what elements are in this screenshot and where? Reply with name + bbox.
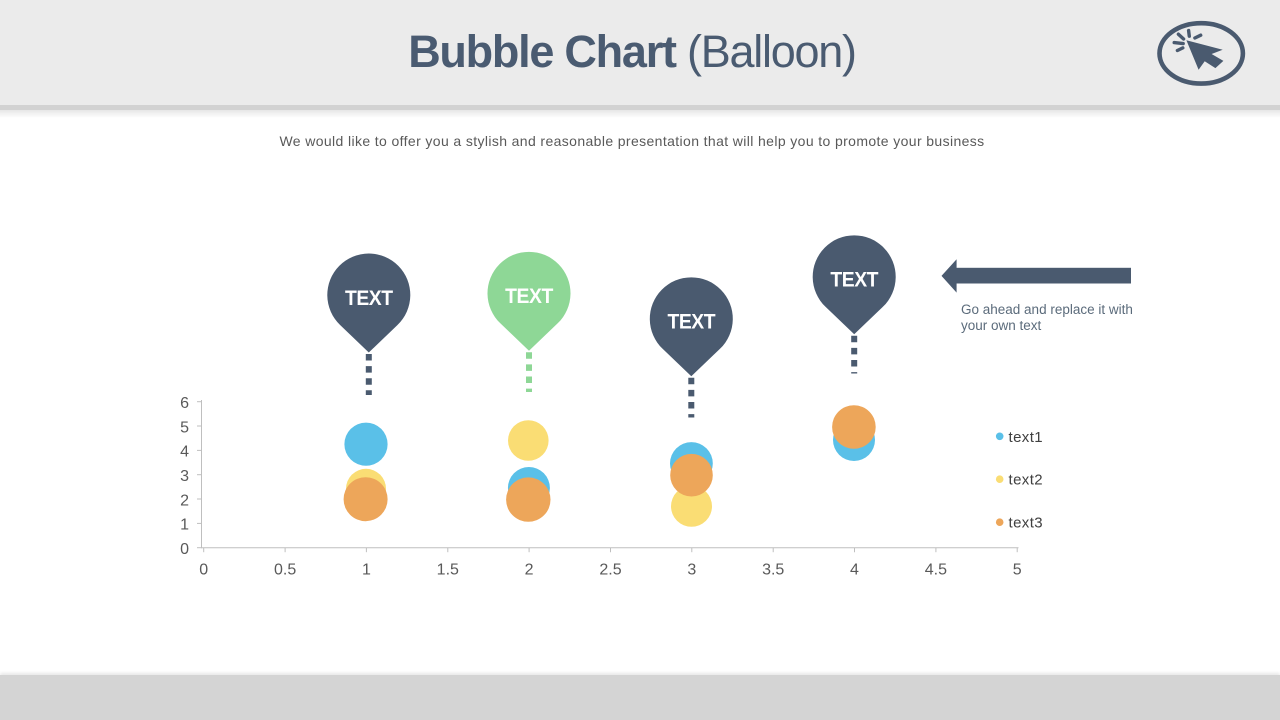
- svg-text:text1: text1: [1009, 429, 1044, 446]
- svg-text:0.5: 0.5: [274, 562, 296, 579]
- svg-text:text3: text3: [1009, 515, 1044, 532]
- svg-text:6: 6: [180, 395, 189, 412]
- svg-text:2.5: 2.5: [599, 562, 621, 579]
- svg-text:4.5: 4.5: [925, 562, 947, 579]
- svg-text:1: 1: [362, 562, 371, 579]
- svg-text:5: 5: [1013, 562, 1022, 579]
- svg-text:TEXT: TEXT: [667, 310, 716, 334]
- svg-text:5: 5: [180, 419, 189, 436]
- svg-text:2: 2: [180, 492, 189, 509]
- svg-text:0: 0: [180, 541, 189, 558]
- svg-text:0: 0: [199, 562, 208, 579]
- svg-text:your own text: your own text: [961, 318, 1042, 333]
- svg-text:TEXT: TEXT: [345, 286, 394, 310]
- svg-text:3: 3: [687, 562, 696, 579]
- svg-text:4: 4: [850, 562, 859, 579]
- svg-text:1.5: 1.5: [437, 562, 459, 579]
- svg-text:2: 2: [525, 562, 534, 579]
- svg-text:4: 4: [180, 444, 189, 461]
- svg-text:3: 3: [180, 468, 189, 485]
- svg-text:TEXT: TEXT: [830, 268, 879, 292]
- svg-text:1: 1: [180, 517, 189, 534]
- svg-text:Go ahead and replace it with: Go ahead and replace it with: [961, 302, 1133, 317]
- svg-text:3.5: 3.5: [762, 562, 784, 579]
- svg-text:text2: text2: [1009, 472, 1044, 489]
- svg-text:TEXT: TEXT: [505, 284, 554, 308]
